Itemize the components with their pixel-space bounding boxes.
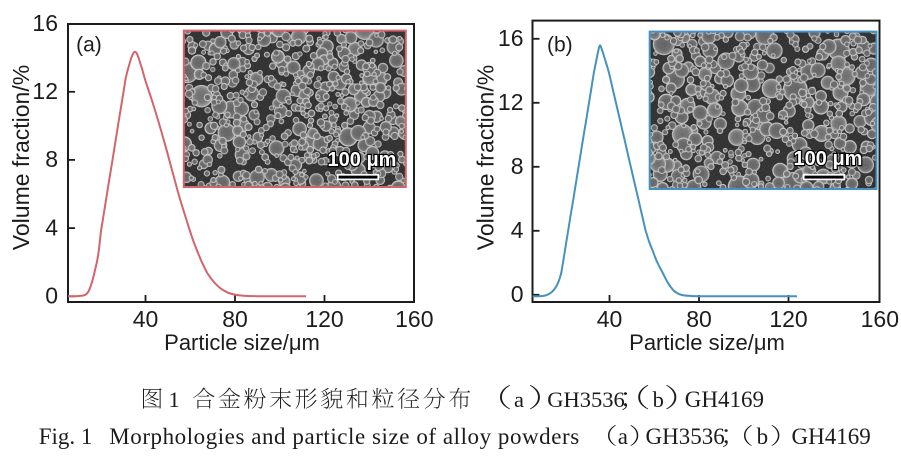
svg-text:4: 4: [45, 214, 58, 240]
svg-text:GH4169: GH4169: [685, 387, 764, 412]
svg-text:0: 0: [45, 283, 58, 309]
svg-text:0: 0: [511, 281, 524, 307]
svg-text:GH3536: GH3536: [646, 424, 725, 449]
svg-text:16: 16: [32, 10, 58, 36]
svg-text:80: 80: [222, 306, 248, 332]
svg-text:16: 16: [498, 25, 524, 51]
svg-text:(a): (a): [76, 34, 102, 57]
svg-text:8: 8: [511, 153, 524, 179]
svg-text:8: 8: [45, 146, 58, 172]
svg-text:120: 120: [305, 306, 343, 332]
svg-text:a: a: [618, 424, 628, 449]
svg-text:12: 12: [32, 78, 58, 104]
svg-text:Volume fraction/%: Volume fraction/%: [8, 65, 34, 250]
svg-text:40: 40: [597, 306, 623, 332]
svg-text:(b): (b): [547, 34, 573, 57]
svg-text:160: 160: [395, 306, 433, 332]
svg-text:160: 160: [861, 306, 899, 332]
svg-text:12: 12: [498, 89, 524, 115]
svg-text:GH4169: GH4169: [792, 424, 871, 449]
svg-text:GH3536: GH3536: [547, 387, 625, 412]
svg-text:Volume fraction/%: Volume fraction/%: [473, 65, 499, 250]
svg-text:100 μm: 100 μm: [794, 148, 863, 170]
svg-text:Particle size/μm: Particle size/μm: [164, 330, 320, 355]
svg-text:Particle size/μm: Particle size/μm: [629, 330, 785, 355]
svg-text:a: a: [514, 387, 524, 412]
svg-text:1: 1: [169, 387, 180, 412]
svg-text:120: 120: [769, 306, 807, 332]
svg-text:b: b: [653, 387, 664, 412]
svg-text:Morphologies and particle size: Morphologies and particle size of alloy …: [109, 424, 579, 449]
svg-text:100 μm: 100 μm: [328, 149, 397, 171]
svg-text:4: 4: [511, 217, 524, 243]
svg-text:b: b: [757, 424, 769, 449]
svg-text:80: 80: [686, 306, 712, 332]
svg-text:40: 40: [133, 306, 159, 332]
svg-text:Fig. 1: Fig. 1: [39, 424, 93, 449]
